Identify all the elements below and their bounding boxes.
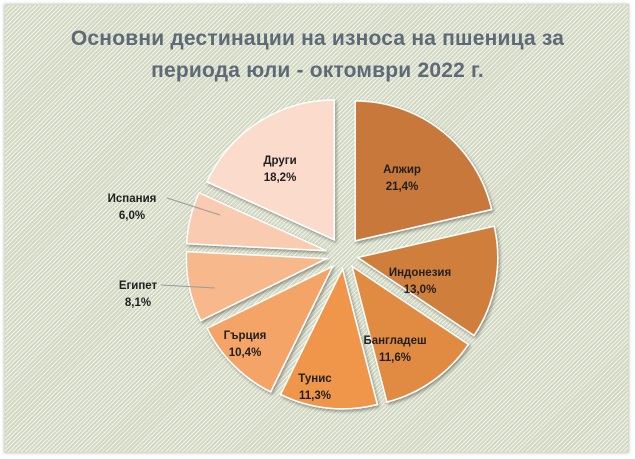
slice-value-label: 18,2% — [264, 172, 297, 184]
slice-name-label: Тунис — [298, 373, 332, 385]
slice-value-label: 8,1% — [125, 297, 151, 309]
pie-slice-6 — [185, 191, 327, 252]
slice-name-label: Испания — [108, 193, 157, 205]
leader-line — [160, 284, 216, 289]
slice-name-label: Индонезия — [389, 267, 451, 279]
pie-slice-7 — [205, 99, 336, 242]
slice-name-label: Алжир — [383, 164, 421, 176]
slice-value-label: 6,0% — [119, 210, 145, 222]
chart-frame: Основни дестинации на износа на пшеница … — [4, 4, 629, 453]
pie-slice-2 — [350, 264, 470, 403]
slice-value-label: 11,6% — [379, 352, 411, 364]
chart-title-line-1: Основни дестинации на износа на пшеница … — [70, 27, 565, 50]
slice-name-label: Египет — [119, 280, 158, 292]
slice-name-label: Гърция — [224, 330, 267, 342]
slice-name-label: Други — [263, 155, 296, 167]
pie-slice-4 — [206, 264, 335, 393]
leader-line — [166, 197, 221, 216]
slice-value-label: 10,4% — [229, 347, 262, 359]
slice-value-label: 13,0% — [404, 284, 437, 296]
slice-value-label: 11,3% — [299, 390, 331, 402]
slice-name-label: Бангладеш — [363, 335, 426, 347]
pie-slice-1 — [355, 225, 499, 337]
pie-slice-3 — [279, 266, 379, 410]
chart-title-line-2: периода юли - октомври 2022 г. — [151, 59, 484, 82]
pie-slice-0 — [354, 100, 493, 242]
slice-value-label: 21,4% — [386, 181, 419, 193]
pie-chart: Алжир 21,4% Индонезия 13,0% Бангладеш 11,6% Ту… — [108, 99, 499, 410]
